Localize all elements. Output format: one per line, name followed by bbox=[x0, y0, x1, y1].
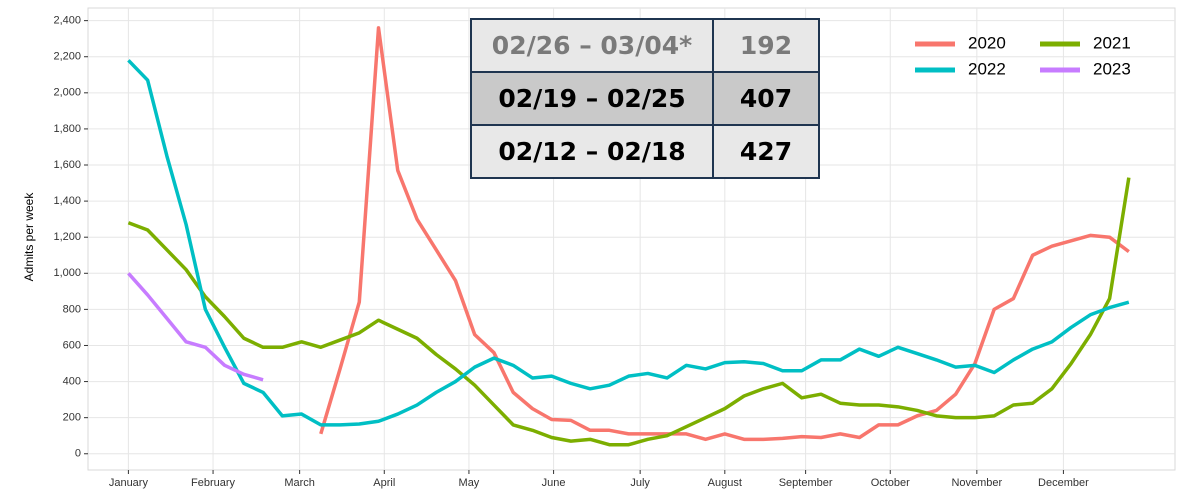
y-tick-label: 600 bbox=[63, 339, 81, 351]
y-tick-label: 1,400 bbox=[53, 195, 81, 207]
inset-table: 02/26 – 03/04* 192 02/19 – 02/25 407 02/12… bbox=[470, 18, 820, 179]
series-line bbox=[319, 26, 1130, 442]
cell: 02/19 – 02/25 bbox=[470, 71, 714, 126]
cell: 02/26 – 03/04* bbox=[470, 18, 714, 73]
y-tick-label: 2,400 bbox=[53, 15, 81, 27]
y-tick-label: 2,200 bbox=[53, 51, 81, 63]
y-tick-label: 1,600 bbox=[53, 159, 81, 171]
y-tick-label: 200 bbox=[63, 412, 81, 424]
legend-label: 2021 bbox=[1093, 33, 1131, 52]
legend-label: 2023 bbox=[1093, 59, 1131, 78]
x-tick-label: November bbox=[951, 477, 1002, 489]
y-tick-label: 0 bbox=[75, 448, 81, 460]
y-tick-label: 1,800 bbox=[53, 123, 81, 135]
x-tick-label: August bbox=[708, 477, 742, 489]
x-tick-label: January bbox=[109, 477, 149, 489]
y-tick-label: 2,000 bbox=[53, 87, 81, 99]
cell: 407 bbox=[712, 71, 820, 126]
y-tick-label: 800 bbox=[63, 303, 81, 315]
x-tick-label: June bbox=[542, 477, 566, 489]
cell: 192 bbox=[712, 18, 820, 73]
x-tick-label: May bbox=[459, 477, 480, 489]
series-line bbox=[127, 177, 1131, 447]
cell: 427 bbox=[712, 124, 820, 179]
x-tick-label: October bbox=[871, 477, 910, 489]
y-tick-label: 400 bbox=[63, 375, 81, 387]
y-tick-label: 1,000 bbox=[53, 267, 81, 279]
x-tick-label: March bbox=[284, 477, 315, 489]
x-tick-label: December bbox=[1038, 477, 1089, 489]
legend-label: 2020 bbox=[968, 33, 1006, 52]
x-tick-label: February bbox=[191, 477, 236, 489]
legend-label: 2022 bbox=[968, 59, 1006, 78]
x-tick-label: July bbox=[630, 477, 650, 489]
x-tick-label: September bbox=[779, 477, 833, 489]
x-tick-label: April bbox=[373, 477, 395, 489]
y-tick-label: 1,200 bbox=[53, 231, 81, 243]
y-axis-label: Admits per week bbox=[22, 192, 36, 282]
cell: 02/12 – 02/18 bbox=[470, 124, 714, 179]
series-line bbox=[127, 272, 264, 382]
series-line bbox=[127, 59, 1130, 427]
